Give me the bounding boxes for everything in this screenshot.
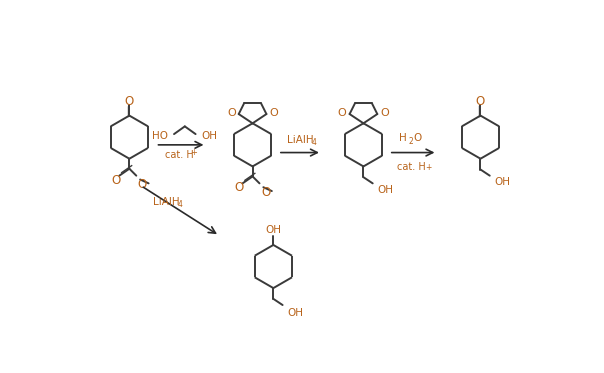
Text: O: O xyxy=(413,133,422,143)
Text: OH: OH xyxy=(265,225,281,235)
Text: +: + xyxy=(190,148,197,157)
Text: O: O xyxy=(381,108,389,118)
Text: H: H xyxy=(399,133,407,143)
Text: O: O xyxy=(269,108,278,118)
Text: O: O xyxy=(261,186,271,199)
Text: O: O xyxy=(476,95,485,108)
Text: +: + xyxy=(425,163,432,172)
Text: HO: HO xyxy=(152,131,168,141)
Text: OH: OH xyxy=(288,308,303,318)
Text: LiAlH: LiAlH xyxy=(153,197,179,207)
Text: OH: OH xyxy=(202,131,218,141)
Text: OH: OH xyxy=(494,177,510,187)
Text: OH: OH xyxy=(378,185,393,195)
Text: 4: 4 xyxy=(178,200,183,209)
Text: O: O xyxy=(138,178,147,191)
Text: O: O xyxy=(234,182,243,194)
Text: LiAlH: LiAlH xyxy=(287,135,313,145)
Text: O: O xyxy=(338,108,347,118)
Text: 4: 4 xyxy=(312,138,316,147)
Text: O: O xyxy=(227,108,236,118)
Text: 2: 2 xyxy=(408,137,413,145)
Text: O: O xyxy=(111,174,120,187)
Text: O: O xyxy=(125,95,134,108)
Text: cat. H: cat. H xyxy=(397,162,426,172)
Text: cat. H: cat. H xyxy=(165,150,194,160)
